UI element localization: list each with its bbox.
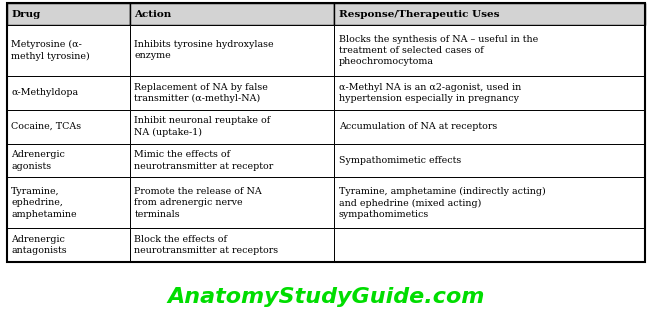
Text: Inhibit neuronal reuptake of
NA (uptake-1): Inhibit neuronal reuptake of NA (uptake-… (134, 117, 271, 137)
Bar (7, 178, 130, 228)
Bar (334, 143, 645, 178)
Text: Replacement of NA by false
transmitter (α-methyl-NA): Replacement of NA by false transmitter (… (134, 83, 268, 103)
Bar (7, 3, 130, 25)
Bar (7, 110, 130, 143)
Text: Blocks the synthesis of NA – useful in the
treatment of selected cases of
pheoch: Blocks the synthesis of NA – useful in t… (339, 35, 538, 66)
Text: Action: Action (134, 10, 171, 19)
Bar (7, 3, 645, 262)
Text: Mimic the effects of
neurotransmitter at receptor: Mimic the effects of neurotransmitter at… (134, 150, 274, 171)
Text: Cocaine, TCAs: Cocaine, TCAs (11, 122, 82, 131)
Text: Tyramine,
ephedrine,
amphetamine: Tyramine, ephedrine, amphetamine (11, 187, 77, 218)
Bar (130, 25, 334, 76)
Bar (334, 110, 645, 143)
Text: Block the effects of
neurotransmitter at receptors: Block the effects of neurotransmitter at… (134, 235, 278, 255)
Bar (130, 228, 334, 262)
Bar (130, 143, 334, 178)
Bar (334, 25, 645, 76)
Bar (334, 228, 645, 262)
Bar (7, 143, 130, 178)
Text: Metyrosine (α-
methyl tyrosine): Metyrosine (α- methyl tyrosine) (11, 40, 90, 60)
Bar (7, 228, 130, 262)
Text: Adrenergic
agonists: Adrenergic agonists (11, 150, 65, 171)
Text: Sympathomimetic effects: Sympathomimetic effects (339, 156, 461, 165)
Text: Inhibits tyrosine hydroxylase
enzyme: Inhibits tyrosine hydroxylase enzyme (134, 40, 274, 60)
Bar (334, 3, 645, 25)
Text: Accumulation of NA at receptors: Accumulation of NA at receptors (339, 122, 497, 131)
Text: Adrenergic
antagonists: Adrenergic antagonists (11, 235, 67, 255)
Bar (7, 76, 130, 110)
Text: α-Methyl NA is an α2-agonist, used in
hypertension especially in pregnancy: α-Methyl NA is an α2-agonist, used in hy… (339, 83, 521, 103)
Text: Response/Therapeutic Uses: Response/Therapeutic Uses (339, 10, 499, 19)
Text: Drug: Drug (11, 10, 40, 19)
Bar (334, 76, 645, 110)
Bar (130, 178, 334, 228)
Bar (130, 76, 334, 110)
Text: Tyramine, amphetamine (indirectly acting)
and ephedrine (mixed acting)
sympathom: Tyramine, amphetamine (indirectly acting… (339, 187, 546, 219)
Bar (7, 25, 130, 76)
Bar (130, 3, 334, 25)
Text: AnatomyStudyGuide.com: AnatomyStudyGuide.com (168, 287, 484, 307)
Text: α-Methyldopa: α-Methyldopa (11, 88, 78, 97)
Bar (130, 110, 334, 143)
Bar (334, 178, 645, 228)
Text: Promote the release of NA
from adrenergic nerve
terminals: Promote the release of NA from adrenergi… (134, 187, 262, 218)
